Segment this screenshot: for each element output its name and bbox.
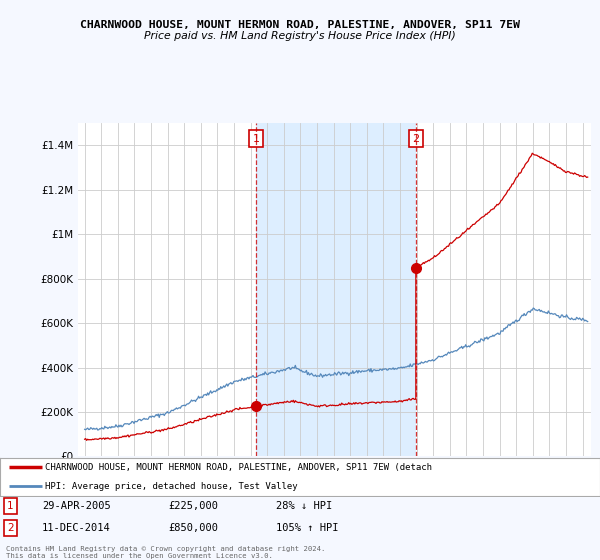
Text: CHARNWOOD HOUSE, MOUNT HERMON ROAD, PALESTINE, ANDOVER, SP11 7EW: CHARNWOOD HOUSE, MOUNT HERMON ROAD, PALE… [80, 20, 520, 30]
Text: Contains HM Land Registry data © Crown copyright and database right 2024.
This d: Contains HM Land Registry data © Crown c… [6, 547, 325, 559]
Text: CHARNWOOD HOUSE, MOUNT HERMON ROAD, PALESTINE, ANDOVER, SP11 7EW (detach: CHARNWOOD HOUSE, MOUNT HERMON ROAD, PALE… [45, 463, 432, 472]
Text: 29-APR-2005: 29-APR-2005 [42, 501, 111, 511]
Text: 1: 1 [7, 501, 14, 511]
Text: 11-DEC-2014: 11-DEC-2014 [42, 523, 111, 533]
Text: 1: 1 [253, 134, 260, 144]
Text: HPI: Average price, detached house, Test Valley: HPI: Average price, detached house, Test… [45, 482, 298, 491]
Text: 2: 2 [412, 134, 419, 144]
Text: £225,000: £225,000 [168, 501, 218, 511]
Bar [256, 123, 416, 456]
Text: 2: 2 [7, 523, 14, 533]
Text: £850,000: £850,000 [168, 523, 218, 533]
Text: 105% ↑ HPI: 105% ↑ HPI [276, 523, 338, 533]
Text: Price paid vs. HM Land Registry's House Price Index (HPI): Price paid vs. HM Land Registry's House … [144, 31, 456, 41]
Text: 28% ↓ HPI: 28% ↓ HPI [276, 501, 332, 511]
